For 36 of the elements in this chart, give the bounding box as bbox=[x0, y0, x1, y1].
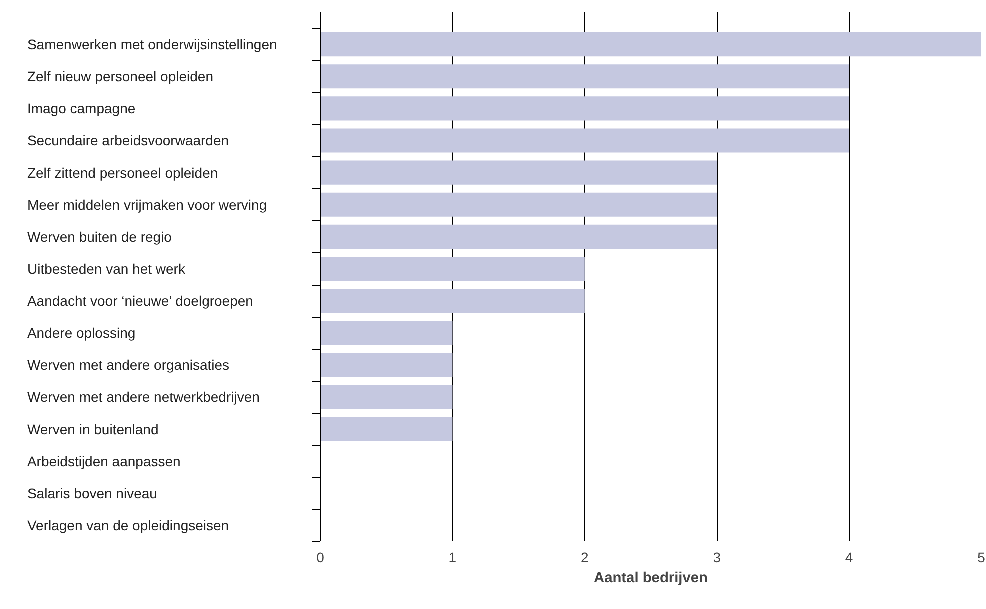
y-tick-label: Verlagen van de opleidingseisen bbox=[27, 517, 230, 534]
bar bbox=[320, 224, 718, 249]
bar bbox=[320, 256, 585, 282]
y-tick-label: Zelf zittend personeel opleiden bbox=[27, 164, 218, 181]
bar bbox=[320, 32, 982, 57]
y-tick-label: Werven buiten de regio bbox=[27, 228, 172, 245]
y-tick-label: Samenwerken met onderwijsinstellingen bbox=[27, 36, 278, 53]
y-tick-label: Secundaire arbeidsvoorwaarden bbox=[27, 132, 230, 149]
y-tick-label: Uitbesteden van het werk bbox=[27, 260, 186, 277]
bar bbox=[320, 128, 850, 153]
x-tick-label: 2 bbox=[581, 550, 590, 566]
bar bbox=[320, 192, 718, 217]
y-tick-label: Werven met andere netwerkbedrijven bbox=[27, 389, 260, 406]
y-tick-label: Imago campagne bbox=[27, 100, 136, 117]
y-tick-label: Meer middelen vrijmaken voor werving bbox=[27, 196, 268, 213]
x-tick-label: 1 bbox=[448, 550, 457, 566]
y-tick-label: Werven met andere organisaties bbox=[27, 357, 230, 374]
bar bbox=[320, 321, 453, 346]
x-tick-label: 0 bbox=[316, 550, 325, 566]
bar bbox=[320, 64, 850, 89]
y-tick-label: Arbeidstijden aanpassen bbox=[27, 453, 181, 470]
y-tick-label: Andere oplossing bbox=[27, 325, 136, 342]
bar bbox=[320, 160, 718, 185]
y-tick-label: Aandacht voor ‘nieuwe’ doelgroepen bbox=[27, 293, 254, 310]
x-tick-label: 4 bbox=[845, 550, 854, 566]
bar bbox=[320, 96, 850, 121]
y-tick-label: Salaris boven niveau bbox=[27, 485, 158, 502]
bar bbox=[320, 417, 453, 442]
x-tick-label: 5 bbox=[978, 550, 986, 566]
x-axis-title: Aantal bedrijven bbox=[594, 570, 708, 586]
y-tick-label: Zelf nieuw personeel opleiden bbox=[27, 68, 214, 85]
bar bbox=[320, 353, 453, 378]
y-tick-label: Werven in buitenland bbox=[27, 421, 159, 438]
bar bbox=[320, 289, 585, 314]
x-tick-label: 3 bbox=[713, 550, 722, 566]
bar bbox=[320, 385, 453, 410]
